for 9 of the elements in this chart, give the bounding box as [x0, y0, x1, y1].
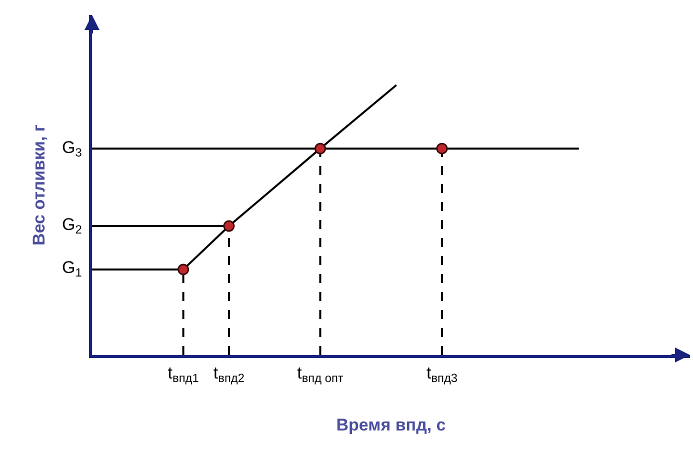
series-label: G$_{3}$ [62, 138, 82, 160]
x-axis-title: Время впд, с [336, 415, 446, 434]
x-tick-label: t$_{впд опт}$ [297, 363, 344, 385]
series-label: G$_{2}$ [62, 215, 82, 237]
x-tick-label: t$_{впд1}$ [168, 363, 200, 385]
y-axis-title: Вес отливки, г [30, 124, 49, 246]
x-tick-label: t$_{впд2}$ [213, 363, 245, 385]
series-label: G$_{1}$ [62, 258, 82, 280]
x-tick-label: t$_{впд3}$ [426, 363, 458, 385]
